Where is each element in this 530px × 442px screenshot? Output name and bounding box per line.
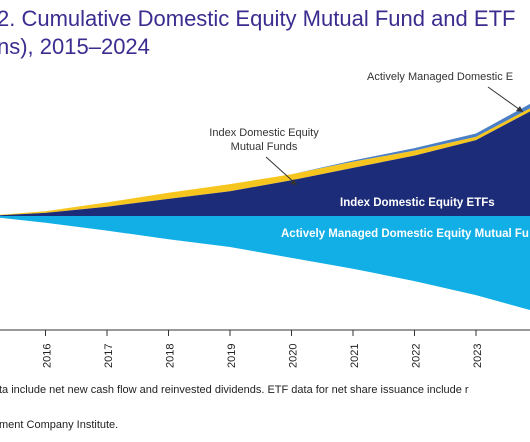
x-axis: 201620172018201920202021202220232024 <box>0 329 530 368</box>
x-tick-label: 2022 <box>411 344 423 368</box>
label-active-mf: Actively Managed Domestic Equity Mutual … <box>281 228 529 240</box>
area-active-mutual-funds <box>0 216 530 311</box>
x-tick-label: 2023 <box>472 344 484 368</box>
x-tick-label: 2021 <box>349 344 361 368</box>
area-chart: 201620172018201920202021202220232024 Act… <box>0 71 530 368</box>
label-active-etfs: Actively Managed Domestic E <box>367 71 513 83</box>
arrowhead-index-mf <box>290 179 297 185</box>
areas-layer <box>0 103 530 311</box>
chart-title-line-2: ns), 2015–2024 <box>0 34 150 59</box>
leader-index-mf <box>265 156 297 185</box>
arrowhead-active-etfs <box>516 106 523 112</box>
x-tick-label: 2018 <box>165 344 177 368</box>
x-tick-label: 2019 <box>226 344 238 368</box>
x-tick-label: 2016 <box>42 344 54 368</box>
label-index-mf-line1: Index Domestic Equity <box>209 127 319 139</box>
label-index-etfs: Index Domestic Equity ETFs <box>340 197 495 209</box>
chart-title-line-1: 2. Cumulative Domestic Equity Mutual Fun… <box>0 6 516 31</box>
leader-active-etfs <box>487 86 524 113</box>
footnote: ta include net new cash flow and reinves… <box>0 384 469 396</box>
x-tick-label: 2017 <box>103 344 115 368</box>
area-index-etfs <box>0 111 530 216</box>
source-note: ment Company Institute. <box>0 419 119 431</box>
annotations-layer: Actively Managed Domestic E Index Domesti… <box>209 71 529 240</box>
label-index-mf-line2: Mutual Funds <box>231 141 298 153</box>
x-tick-label: 2020 <box>288 344 300 368</box>
